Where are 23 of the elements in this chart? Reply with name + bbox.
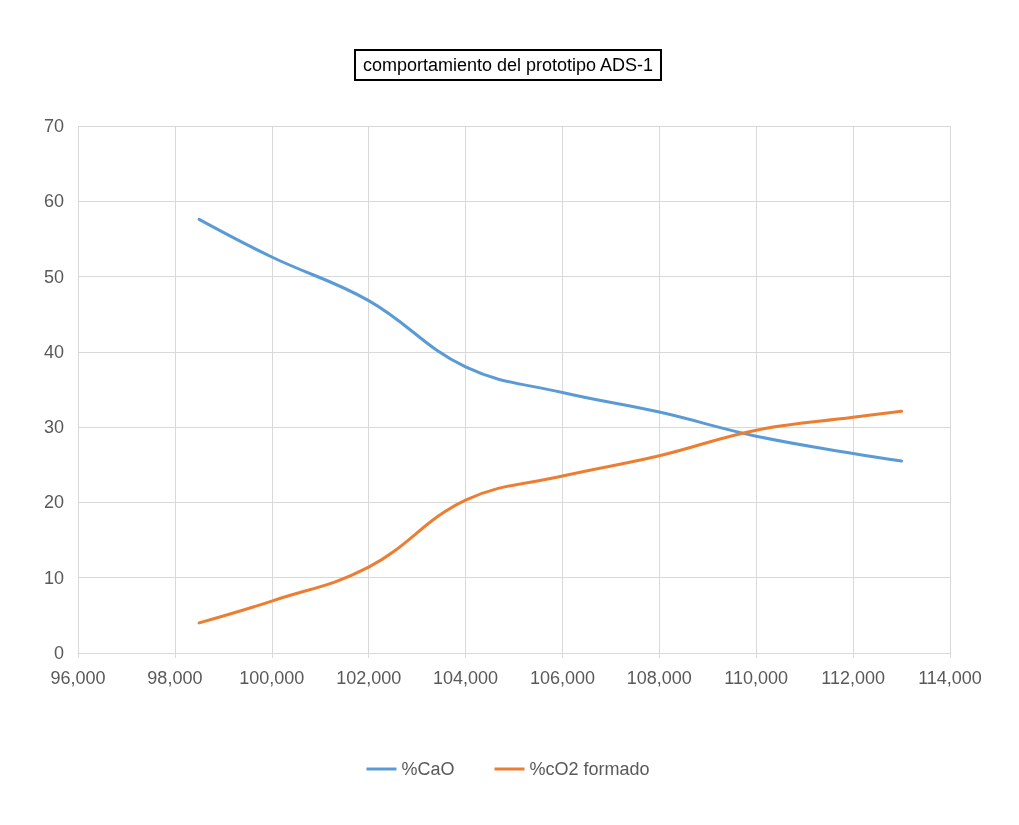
y-tick-label: 20 [43,492,64,513]
line-series [197,409,904,625]
x-tick-label: 112,000 [821,668,885,688]
y-tick-label: 60 [43,191,64,212]
line-series [197,217,904,463]
x-tick-label: 100,000 [239,668,305,688]
legend-label: %CaO [401,759,455,779]
chart-title: comportamiento del prototipo ADS-1 [362,55,654,75]
x-tick-label: 106,000 [529,668,595,688]
x-tick-label: 104,000 [433,668,499,688]
y-tick-label: 30 [43,417,64,438]
y-tick-label: 0 [53,643,64,663]
y-tick-label: 40 [43,341,64,362]
y-tick-label: 10 [43,567,64,588]
y-tick-label: 50 [43,266,64,287]
x-tick-label: 114,000 [918,668,982,688]
legend-label: %cO2 formado [529,759,650,779]
x-tick-label: 98,000 [147,668,203,688]
y-tick-label: 70 [43,116,64,136]
x-tick-label: 108,000 [626,668,692,688]
x-tick-label: 96,000 [50,668,106,688]
x-tick-label: 102,000 [336,668,402,688]
x-tick-label: 110,000 [724,668,789,688]
